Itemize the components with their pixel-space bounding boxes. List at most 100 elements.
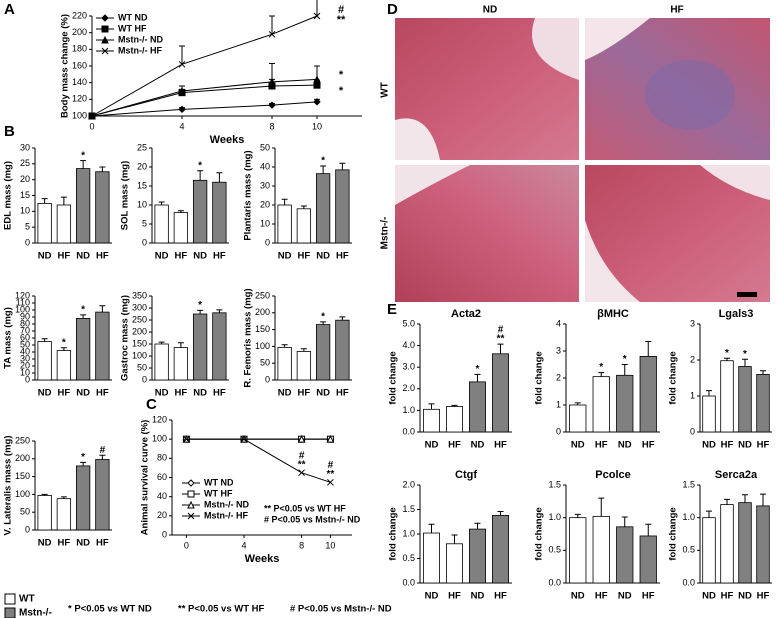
error-bar <box>216 172 223 183</box>
error-bar <box>197 309 204 314</box>
y-tick-label: 200 <box>15 453 30 463</box>
y-tick-label: 0.0 <box>402 426 415 436</box>
y-tick-label: 2.0 <box>402 383 415 393</box>
x-tick-label: ND <box>738 440 752 451</box>
error-bar <box>281 198 288 205</box>
y-tick-label: 200 <box>72 27 87 37</box>
bar <box>469 528 486 584</box>
y-tick-label: 15 <box>137 180 147 190</box>
bar <box>569 517 587 584</box>
y-tick-label: 2 <box>556 372 561 382</box>
bar <box>492 353 509 433</box>
y-tick-label: 1.5 <box>548 479 561 489</box>
error-bar <box>320 165 327 174</box>
error-bar <box>179 45 185 65</box>
marker <box>240 435 248 443</box>
x-axis-label: Weeks <box>210 134 245 146</box>
x-tick-label: ND <box>278 251 292 262</box>
error-bar <box>158 201 165 205</box>
y-tick-label: 70 <box>20 325 30 335</box>
significance-mark: # <box>100 445 106 456</box>
y-axis-label: Body mass change (%) <box>60 14 71 118</box>
x-tick-label: ND <box>702 591 716 602</box>
marker <box>101 14 109 22</box>
x-tick-label: ND <box>38 538 52 549</box>
error-bar <box>706 510 712 518</box>
y-tick-label: 20 <box>157 510 167 520</box>
chart-title: Lgals3 <box>719 308 754 320</box>
bar <box>335 169 350 244</box>
error-bar <box>99 305 106 313</box>
marker <box>297 435 306 443</box>
y-axis-label: fold change <box>388 351 399 404</box>
y-tick-label: 30 <box>260 180 270 190</box>
x-tick-label: ND <box>425 591 439 602</box>
y-tick-label: 25 <box>20 158 30 168</box>
y-tick-label: 0.5 <box>682 545 695 555</box>
error-bar <box>497 343 504 354</box>
bar <box>56 350 72 381</box>
x-tick-label: ND <box>76 251 90 262</box>
y-tick-label: 0.5 <box>402 553 415 563</box>
y-tick-label: 0 <box>25 524 30 534</box>
y-tick-label: 120 <box>72 94 87 104</box>
histology-background <box>531 18 579 80</box>
y-tick-label: 30 <box>20 142 30 152</box>
error-bar <box>497 510 504 516</box>
y-tick-label: 10 <box>260 218 270 228</box>
x-tick-label: HF <box>336 251 349 262</box>
bar <box>738 502 752 584</box>
chart-title: Acta2 <box>451 308 481 320</box>
significance-mark: * <box>339 85 344 97</box>
bar <box>592 515 610 584</box>
y-tick-label: 0 <box>25 374 30 384</box>
row-label: WT <box>380 82 391 98</box>
y-tick-label: 80 <box>157 453 167 463</box>
bar <box>616 374 634 433</box>
y-tick-label: 100 <box>132 350 147 360</box>
y-tick-label: 20 <box>20 174 30 184</box>
x-tick-label: ND <box>38 251 52 262</box>
y-tick-label: 1.5 <box>402 504 415 514</box>
significance-mark: * <box>623 354 627 365</box>
significance-mark: * <box>743 349 747 360</box>
y-tick-label: 10 <box>20 206 30 216</box>
x-tick-label: ND <box>38 388 52 399</box>
error-bar <box>742 358 748 367</box>
y-tick-label: 100 <box>255 341 270 351</box>
x-tick-label: 10 <box>312 121 322 131</box>
y-tick-label: 5 <box>142 218 147 228</box>
bar <box>738 366 752 433</box>
bar <box>212 181 227 244</box>
series-line <box>186 438 331 483</box>
bar <box>492 514 509 584</box>
series-line <box>91 101 318 117</box>
legend-label: WT <box>19 594 35 605</box>
series-line <box>91 78 318 117</box>
y-tick-label: 20 <box>260 199 270 209</box>
x-tick-label: HF <box>642 440 655 451</box>
error-bar <box>99 454 106 460</box>
marker <box>187 500 195 509</box>
y-axis-label: Animal survival curve (%) <box>140 420 151 536</box>
bar <box>95 311 110 381</box>
y-tick-label: 25 <box>137 142 147 152</box>
x-tick-label: ND <box>571 440 585 451</box>
error-bar <box>645 523 652 536</box>
y-tick-label: 40 <box>157 491 167 501</box>
y-axis-label: V. Lateralis mass (mg) <box>3 436 14 536</box>
y-tick-label: 20 <box>20 360 30 370</box>
histology-background <box>700 165 770 200</box>
y-tick-label: 4 <box>556 318 561 328</box>
error-bar <box>80 461 87 466</box>
significance-mark: * <box>198 300 202 311</box>
y-tick-label: 2.0 <box>402 479 415 489</box>
error-bar <box>60 196 67 205</box>
marker <box>268 77 276 86</box>
y-tick-label: 90 <box>20 311 30 321</box>
y-tick-label: 20 <box>137 161 147 171</box>
significance-mark: * <box>339 69 344 81</box>
y-tick-label: 0 <box>265 237 270 247</box>
x-axis-label: Weeks <box>245 553 280 565</box>
